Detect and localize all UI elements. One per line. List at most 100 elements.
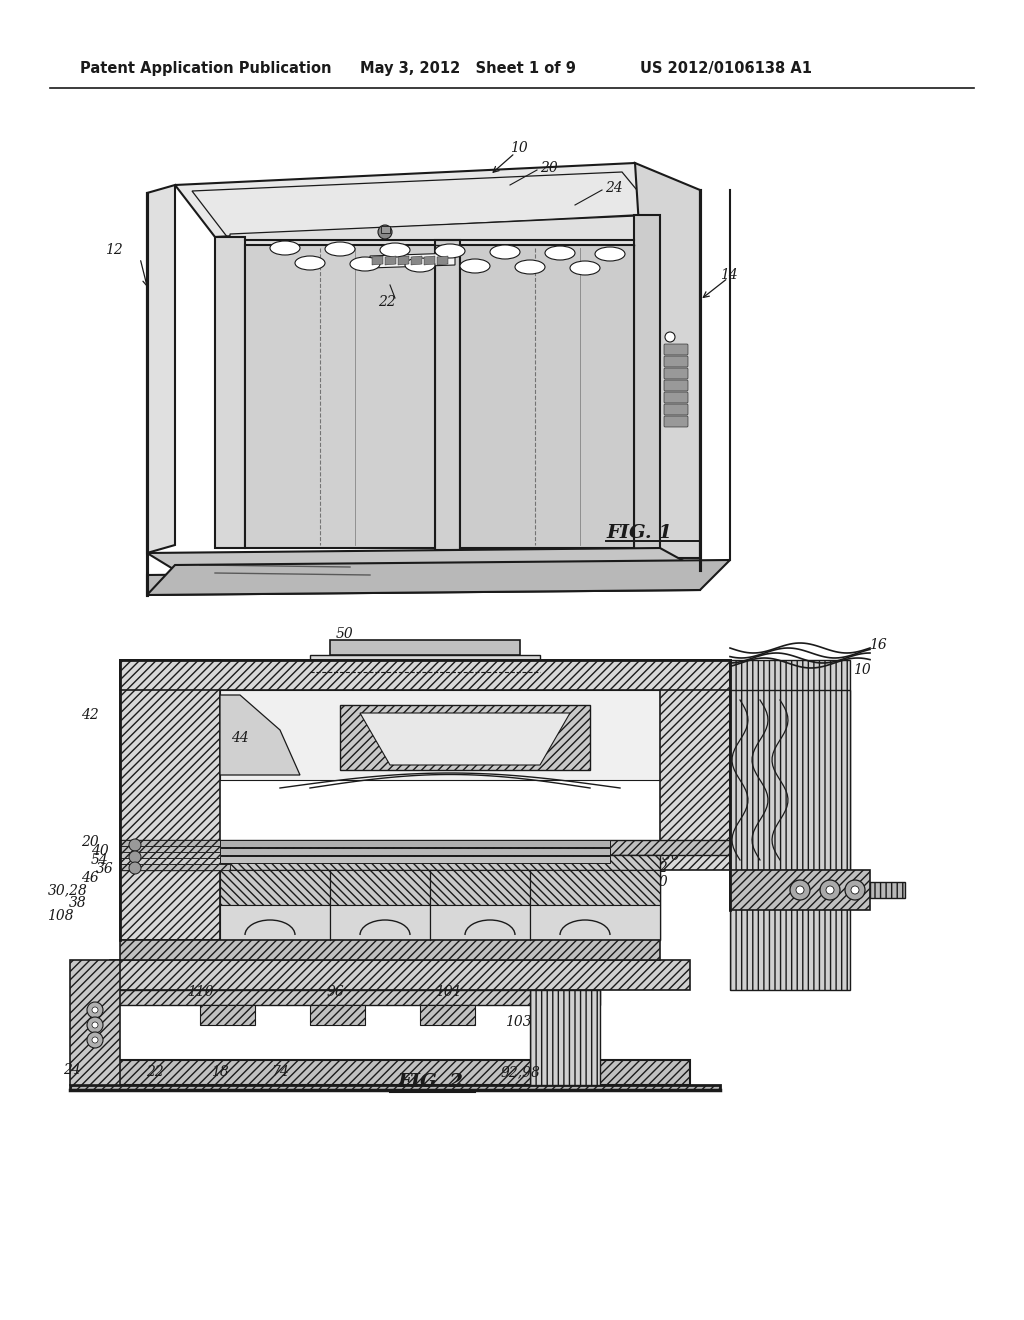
Ellipse shape bbox=[380, 243, 410, 257]
Polygon shape bbox=[147, 570, 700, 595]
Polygon shape bbox=[340, 705, 590, 770]
Text: 30,28: 30,28 bbox=[48, 883, 88, 898]
Polygon shape bbox=[120, 940, 660, 960]
Text: 82: 82 bbox=[651, 861, 669, 875]
Text: 24: 24 bbox=[605, 181, 623, 195]
Bar bbox=[381, 226, 390, 234]
Polygon shape bbox=[430, 906, 530, 940]
Text: 94: 94 bbox=[351, 939, 369, 952]
Ellipse shape bbox=[325, 242, 355, 256]
Text: 34: 34 bbox=[381, 733, 399, 747]
Circle shape bbox=[790, 880, 810, 900]
Polygon shape bbox=[730, 690, 850, 870]
Polygon shape bbox=[310, 655, 540, 668]
Polygon shape bbox=[120, 846, 230, 851]
Text: 20: 20 bbox=[540, 161, 558, 176]
Circle shape bbox=[820, 880, 840, 900]
Text: 74: 74 bbox=[271, 1065, 289, 1078]
Text: 46: 46 bbox=[81, 871, 99, 884]
Polygon shape bbox=[411, 256, 422, 265]
Polygon shape bbox=[372, 256, 383, 265]
Circle shape bbox=[129, 840, 141, 851]
Polygon shape bbox=[530, 870, 660, 906]
Polygon shape bbox=[530, 906, 660, 940]
FancyBboxPatch shape bbox=[664, 356, 688, 367]
Polygon shape bbox=[70, 1085, 720, 1090]
Polygon shape bbox=[330, 906, 430, 940]
Polygon shape bbox=[120, 660, 220, 940]
Polygon shape bbox=[120, 851, 230, 858]
FancyBboxPatch shape bbox=[664, 416, 688, 426]
Polygon shape bbox=[110, 990, 600, 1005]
Polygon shape bbox=[220, 696, 300, 775]
Polygon shape bbox=[120, 858, 230, 865]
Polygon shape bbox=[310, 1005, 365, 1026]
Text: 110: 110 bbox=[186, 985, 213, 999]
Circle shape bbox=[796, 886, 804, 894]
Text: 12: 12 bbox=[105, 243, 123, 257]
Text: 32: 32 bbox=[461, 723, 479, 737]
Ellipse shape bbox=[295, 256, 325, 271]
Polygon shape bbox=[634, 215, 660, 558]
Polygon shape bbox=[530, 990, 600, 1085]
Circle shape bbox=[851, 886, 859, 894]
Text: 38: 38 bbox=[70, 896, 87, 909]
Ellipse shape bbox=[490, 246, 520, 259]
Text: 40: 40 bbox=[91, 843, 109, 858]
Ellipse shape bbox=[570, 261, 600, 275]
Circle shape bbox=[87, 1032, 103, 1048]
Circle shape bbox=[87, 1002, 103, 1018]
Polygon shape bbox=[147, 560, 730, 595]
Text: May 3, 2012   Sheet 1 of 9: May 3, 2012 Sheet 1 of 9 bbox=[360, 61, 575, 75]
Polygon shape bbox=[360, 713, 570, 766]
Text: 84: 84 bbox=[539, 903, 557, 917]
Polygon shape bbox=[870, 882, 905, 898]
Ellipse shape bbox=[595, 247, 625, 261]
Polygon shape bbox=[220, 840, 610, 847]
Text: 36: 36 bbox=[96, 862, 114, 876]
Text: 68: 68 bbox=[449, 939, 466, 952]
Polygon shape bbox=[220, 870, 330, 906]
Ellipse shape bbox=[515, 260, 545, 275]
Text: 20: 20 bbox=[81, 836, 99, 849]
Circle shape bbox=[845, 880, 865, 900]
Polygon shape bbox=[220, 690, 660, 780]
Ellipse shape bbox=[545, 246, 575, 260]
Polygon shape bbox=[398, 256, 409, 265]
Text: Patent Application Publication: Patent Application Publication bbox=[80, 61, 332, 75]
Circle shape bbox=[92, 1007, 98, 1012]
Polygon shape bbox=[120, 840, 230, 846]
Text: 28,30: 28,30 bbox=[640, 847, 680, 862]
Ellipse shape bbox=[435, 244, 465, 257]
Text: 50: 50 bbox=[336, 627, 354, 642]
Text: 48: 48 bbox=[376, 751, 394, 766]
Text: 54: 54 bbox=[91, 853, 109, 867]
Polygon shape bbox=[370, 253, 455, 268]
Text: 103: 103 bbox=[505, 1015, 531, 1030]
Circle shape bbox=[378, 224, 392, 239]
Circle shape bbox=[92, 1038, 98, 1043]
Text: 18: 18 bbox=[211, 1065, 229, 1078]
Polygon shape bbox=[110, 1060, 690, 1085]
Text: 22: 22 bbox=[378, 294, 395, 309]
Polygon shape bbox=[424, 256, 435, 265]
Polygon shape bbox=[120, 865, 230, 870]
Polygon shape bbox=[437, 256, 449, 265]
Text: 22: 22 bbox=[146, 1065, 164, 1078]
Text: 26: 26 bbox=[736, 891, 754, 906]
Text: US 2012/0106138 A1: US 2012/0106138 A1 bbox=[640, 61, 812, 75]
Polygon shape bbox=[330, 640, 520, 655]
Text: 16: 16 bbox=[869, 638, 887, 652]
Polygon shape bbox=[70, 960, 120, 1085]
Polygon shape bbox=[460, 246, 634, 548]
Polygon shape bbox=[660, 660, 730, 870]
Polygon shape bbox=[147, 185, 175, 553]
Circle shape bbox=[92, 1022, 98, 1028]
Text: 84: 84 bbox=[276, 903, 294, 917]
Polygon shape bbox=[730, 870, 870, 909]
Ellipse shape bbox=[406, 257, 435, 272]
Polygon shape bbox=[435, 240, 460, 550]
FancyBboxPatch shape bbox=[664, 392, 688, 403]
Text: 42: 42 bbox=[81, 708, 99, 722]
FancyBboxPatch shape bbox=[662, 338, 693, 432]
